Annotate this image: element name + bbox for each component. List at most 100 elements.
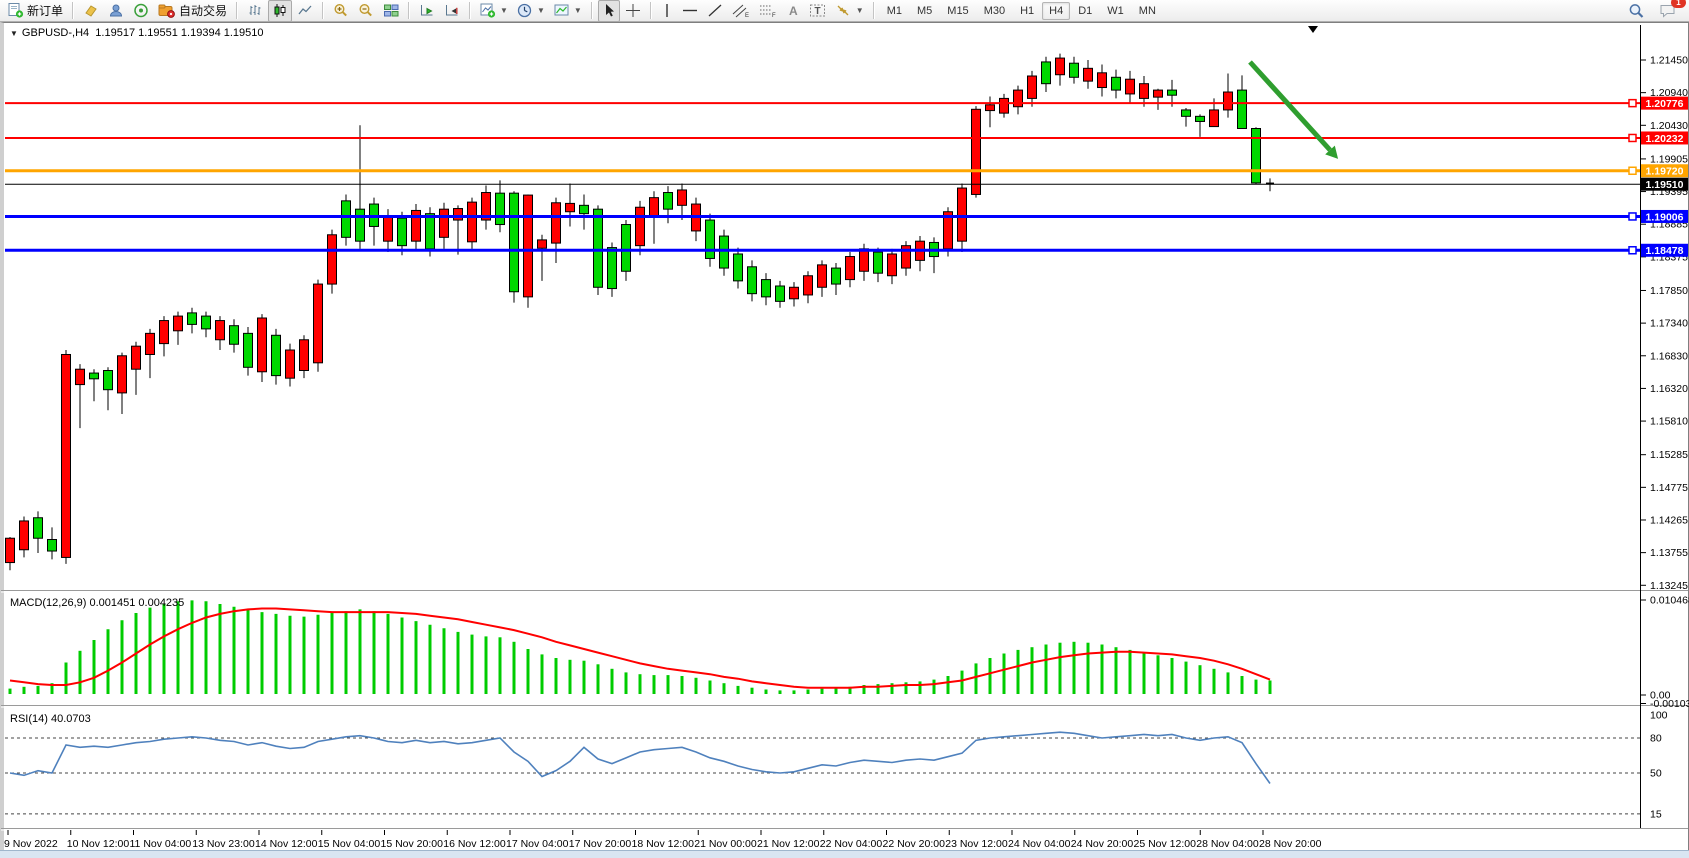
candlestick bbox=[89, 372, 99, 380]
candlestick bbox=[1223, 91, 1233, 111]
candlestick bbox=[1111, 76, 1121, 91]
candlestick bbox=[327, 234, 337, 285]
chat-button[interactable]: 1 bbox=[1655, 0, 1686, 22]
arrow-objects-button[interactable]: ▼ bbox=[831, 0, 868, 22]
candlestick bbox=[509, 192, 519, 293]
candlestick-chart-button[interactable] bbox=[268, 0, 293, 22]
chart-shift-button[interactable] bbox=[440, 0, 464, 22]
templates-icon bbox=[554, 4, 569, 16]
candlestick bbox=[1251, 128, 1261, 184]
text-button[interactable]: A bbox=[782, 0, 804, 22]
trend-arrow[interactable] bbox=[1248, 60, 1332, 152]
date-label: 15 Nov 20:00 bbox=[381, 838, 444, 850]
candlestick bbox=[159, 320, 169, 345]
zoom-out-button[interactable] bbox=[354, 0, 378, 22]
timeframe-mn[interactable]: MN bbox=[1132, 2, 1163, 20]
timeframe-m15[interactable]: M15 bbox=[940, 2, 975, 20]
macd-axis-label: 0.00 bbox=[1650, 690, 1671, 702]
candlestick bbox=[383, 216, 393, 242]
candlestick bbox=[19, 520, 29, 551]
candlestick bbox=[1125, 78, 1135, 95]
text-label-icon: T bbox=[809, 4, 825, 17]
indicators-button[interactable]: ▼ bbox=[476, 0, 512, 22]
timeframe-w1[interactable]: W1 bbox=[1100, 2, 1131, 20]
autotrading-button[interactable]: 自动交易 bbox=[154, 0, 231, 22]
candlestick bbox=[537, 239, 547, 249]
main-toolbar: 新订单 自动交易 ▼ ▼ bbox=[0, 0, 1689, 22]
horizontal-line-button[interactable] bbox=[678, 0, 702, 22]
symbol-timeframe-label: GBPUSD-,H4 bbox=[21, 27, 90, 39]
signals-button[interactable] bbox=[129, 0, 153, 22]
candlestick bbox=[257, 317, 267, 373]
svg-text:E: E bbox=[745, 13, 749, 18]
candlestick bbox=[481, 192, 491, 221]
dropdown-caret-icon: ▼ bbox=[855, 6, 864, 15]
rsi-label: RSI(14) 40.0703 bbox=[10, 713, 91, 725]
crosshair-button[interactable] bbox=[621, 0, 645, 22]
trend-arrow-head[interactable] bbox=[1325, 145, 1339, 159]
vertical-line-icon bbox=[666, 4, 668, 17]
candlestick bbox=[103, 369, 113, 391]
macd-signal-line bbox=[9, 607, 1271, 689]
search-button[interactable] bbox=[1624, 0, 1649, 22]
candlestick bbox=[1013, 89, 1023, 108]
date-label: 16 Nov 12:00 bbox=[443, 838, 506, 850]
line-handle[interactable] bbox=[1628, 98, 1637, 108]
line-handle[interactable] bbox=[1628, 166, 1637, 176]
timeframe-m1[interactable]: M1 bbox=[880, 2, 909, 20]
community-button[interactable] bbox=[104, 0, 128, 22]
auto-scroll-button[interactable] bbox=[415, 0, 439, 22]
candlestick bbox=[565, 202, 575, 213]
line-chart-button[interactable] bbox=[293, 0, 317, 22]
candlestick bbox=[887, 253, 897, 277]
svg-text:A: A bbox=[789, 4, 798, 18]
timeframe-group: M1 M5 M15 M30 H1 H4 D1 W1 MN bbox=[880, 1, 1163, 20]
candlestick bbox=[117, 355, 127, 394]
date-label: 23 Nov 12:00 bbox=[945, 838, 1008, 850]
date-label: 28 Nov 04:00 bbox=[1196, 838, 1259, 850]
line-handle[interactable] bbox=[1628, 246, 1637, 255]
candlestick bbox=[663, 192, 673, 210]
metaeditor-icon bbox=[85, 5, 97, 17]
vertical-line-button[interactable] bbox=[657, 0, 677, 22]
candlestick bbox=[1181, 109, 1191, 117]
periods-clock-icon bbox=[517, 3, 532, 18]
templates-button[interactable]: ▼ bbox=[550, 0, 586, 22]
timeframe-h4[interactable]: H4 bbox=[1042, 1, 1071, 20]
auto-scroll-icon bbox=[421, 5, 433, 16]
macd-axis-label: -0.001039 bbox=[1650, 698, 1689, 710]
candlestick bbox=[817, 264, 827, 288]
line-chart-icon bbox=[298, 5, 312, 15]
fibonacci-button[interactable]: F bbox=[755, 0, 781, 22]
candlestick bbox=[621, 224, 631, 272]
symbol-dropdown-icon[interactable]: ▼ bbox=[10, 29, 18, 38]
periods-button[interactable]: ▼ bbox=[513, 0, 549, 22]
new-order-button[interactable]: 新订单 bbox=[4, 0, 67, 22]
candlestick bbox=[1041, 61, 1051, 85]
timeframe-m30[interactable]: M30 bbox=[977, 2, 1012, 20]
text-label-button[interactable]: T bbox=[805, 0, 830, 22]
zoom-in-button[interactable] bbox=[329, 0, 353, 22]
candlestick bbox=[75, 368, 85, 386]
svg-text:T: T bbox=[814, 6, 820, 17]
equidistant-channel-button[interactable]: E bbox=[728, 0, 754, 22]
line-handle[interactable] bbox=[1628, 212, 1637, 221]
macd-label: MACD(12,26,9) 0.001451 0.004235 bbox=[10, 597, 185, 609]
trendline-button[interactable] bbox=[703, 0, 727, 22]
timeframe-d1[interactable]: D1 bbox=[1071, 2, 1099, 20]
price-axis-label: 1.14775 bbox=[1650, 482, 1688, 494]
tile-windows-button[interactable] bbox=[379, 0, 403, 22]
timeframe-m5[interactable]: M5 bbox=[910, 2, 939, 20]
date-label: 11 Nov 04:00 bbox=[130, 838, 192, 850]
timeframe-h1[interactable]: H1 bbox=[1013, 2, 1041, 20]
date-label: 17 Nov 20:00 bbox=[569, 838, 632, 850]
cursor-button[interactable] bbox=[597, 0, 620, 22]
metaeditor-button[interactable] bbox=[79, 0, 103, 22]
rsi-axis-label: 80 bbox=[1650, 732, 1662, 744]
bar-chart-button[interactable] bbox=[243, 0, 267, 22]
price-axis-label: 1.13755 bbox=[1650, 547, 1688, 559]
shift-marker-icon[interactable] bbox=[1308, 26, 1318, 33]
zoom-in-icon bbox=[334, 3, 347, 17]
line-handle[interactable] bbox=[1628, 133, 1637, 143]
